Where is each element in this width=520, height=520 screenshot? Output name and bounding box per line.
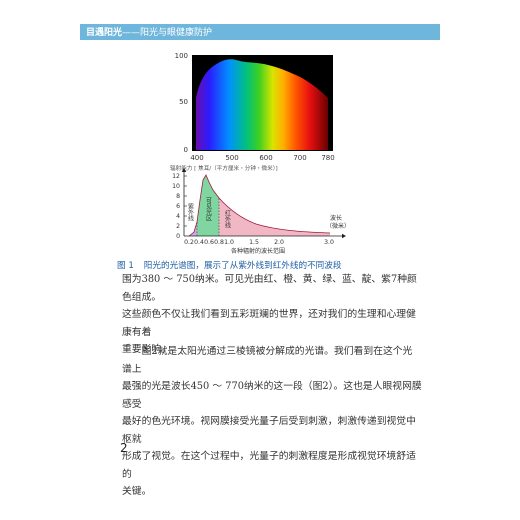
caption-text: 阳光的光谱图，展示了从紫外线到红外线的不同波段	[143, 261, 342, 271]
radiation-ytick: 6	[176, 203, 180, 210]
text-line: 关键。	[122, 486, 152, 497]
spectrum-xtick: 600	[259, 154, 272, 162]
radiation-xtick: 0.8	[214, 239, 224, 246]
spectrum-xtick: 400	[190, 154, 203, 162]
paragraph-2: 图2就是太阳光通过三棱镜被分解成的光谱。我们看到在这个光谱上 最强的光是波长45…	[122, 343, 422, 501]
radiation-x-label: 各种辐射的波长范围	[231, 247, 285, 255]
radiation-xtick: 0.4	[194, 239, 204, 246]
running-header: 目遇阳光——阳光与眼健康防护	[86, 25, 212, 38]
spectrum-curve	[196, 59, 328, 150]
book-subtitle: ——阳光与眼健康防护	[122, 28, 213, 38]
uv-label: 紫外线	[187, 202, 194, 221]
caption-number: 图 1	[117, 261, 134, 271]
visible-region	[197, 175, 219, 236]
figure-caption: 图 1 阳光的光谱图，展示了从紫外线到红外线的不同波段	[117, 259, 341, 271]
text-line: 围为380 ～ 750纳米。可见光由红、橙、黄、绿、蓝、靛、紫7种颜色组成。	[122, 274, 417, 303]
axis-unit-label: 波长	[330, 214, 342, 222]
radiation-ytick: 0	[176, 233, 180, 240]
text-line: 形成了视觉。在这个过程中，光量子的刺激程度是形成视觉环境舒适的	[122, 451, 416, 480]
paragraph-1: 围为380 ～ 750纳米。可见光由红、橙、黄、绿、蓝、靛、紫7种颜色组成。 这…	[122, 271, 422, 359]
text-line: 最好的色光环境。视网膜接受光量子后受到刺激，刺激传递到视觉中枢就	[122, 416, 416, 445]
radiation-xtick: 3.0	[324, 239, 334, 246]
spectrum-xtick: 700	[293, 154, 306, 162]
page-number: 2	[120, 441, 128, 455]
text-line: 图2就是太阳光通过三棱镜被分解成的光谱。我们看到在这个光谱上	[122, 346, 413, 375]
text-line: 最强的光是波长450 ～ 770纳米的这一段（图2）。这也是人眼视网膜感受	[122, 381, 422, 410]
radiation-chart: 辐射能力 [ 焦耳/（平方厘米・分钟・微米）] 12 10 8 6 4 2 0	[170, 164, 350, 255]
radiation-xtick: 0.6	[204, 239, 214, 246]
book-title: 目遇阳光	[86, 28, 123, 38]
radiation-xtick: 1.5	[249, 239, 259, 246]
radiation-ytick: 12	[172, 173, 180, 180]
radiation-xtick: 0.2	[184, 239, 194, 246]
text-line: 这些颜色不仅让我们看到五彩斑斓的世界，还对我们的生理和心理健康有着	[122, 309, 416, 338]
header-band	[80, 24, 440, 40]
radiation-ytick: 2	[176, 223, 180, 230]
x-axis-arrow	[342, 233, 346, 239]
visible-label: 可见光区	[205, 197, 212, 221]
spectrum-xtick: 780	[321, 154, 334, 162]
radiation-y-label: 辐射能力 [ 焦耳/（平方厘米・分钟・微米）]	[170, 164, 278, 172]
text-line: 重要影响。	[122, 344, 171, 355]
radiation-curve	[188, 174, 331, 237]
radiation-xtick: 1.0	[224, 239, 234, 246]
radiation-ytick: 10	[172, 183, 180, 190]
uv-region	[189, 222, 197, 236]
spectrum-ytick: 100	[175, 52, 188, 60]
spectrum-ytick: 50	[179, 98, 188, 106]
radiation-ytick: 8	[176, 193, 180, 200]
visible-spectrum-chart: 100 50 0 400 500 600 700 780	[175, 52, 335, 162]
infrared-label: 红外线	[224, 209, 231, 228]
radiation-xtick: 2.0	[274, 239, 284, 246]
spectrum-xtick: 500	[225, 154, 238, 162]
spectrum-ytick: 0	[184, 146, 188, 154]
axis-unit-sub-label: （微米）	[326, 222, 350, 230]
y-axis-arrow	[181, 168, 187, 172]
figure-1: 100 50 0 400 500 600 700 780 辐射能力 [ 焦耳/（…	[170, 52, 350, 255]
infrared-region	[219, 198, 330, 236]
radiation-ytick: 4	[176, 213, 180, 220]
